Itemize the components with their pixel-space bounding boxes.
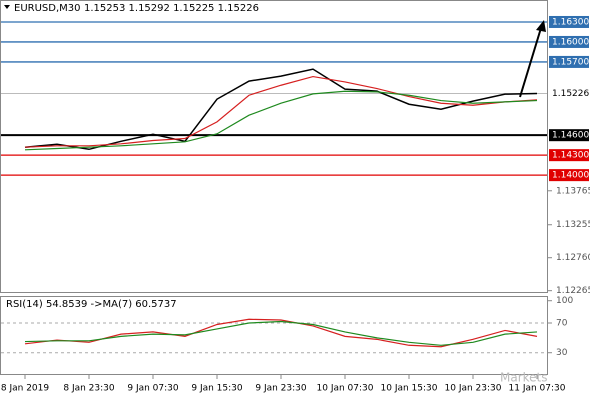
level-label-box (549, 55, 589, 68)
x-tick-label: 9 Jan 23:30 (255, 384, 307, 394)
y-tick-label: 1.13765 (556, 186, 590, 196)
series-line (24, 68, 538, 151)
ohlc: 1.15253 1.15292 1.15225 1.15226 (84, 3, 259, 14)
menu-icon (4, 5, 10, 9)
y-tick-label: 30 (556, 348, 568, 358)
rsi-title: RSI(14) 54.8539 ->MA(7) 60.5737 (6, 299, 177, 310)
level-label: 1.14000 (552, 171, 589, 181)
x-tick-label: 10 Jan 23:30 (445, 384, 502, 394)
level-label-box (549, 35, 589, 48)
x-tick-label: 9 Jan 07:30 (127, 384, 179, 394)
arrow-head (536, 20, 546, 32)
level-label: 1.14300 (552, 151, 589, 161)
x-tick-label: 9 Jan 15:30 (191, 384, 243, 394)
series-line (24, 318, 538, 348)
series-line (24, 90, 538, 151)
series-line (24, 320, 538, 346)
level-label-box (549, 169, 589, 182)
level-label: 1.16300 (552, 17, 589, 27)
last-price-label: 1.15226 (552, 89, 589, 99)
level-label-box (549, 149, 589, 162)
y-tick-label: 70 (556, 319, 568, 329)
level-label: 1.14600 (552, 131, 589, 141)
x-tick-label: 8 Jan 23:30 (63, 384, 115, 394)
chart-title: EURUSD,M30 (14, 3, 80, 14)
y-tick-label: 1.12760 (556, 253, 590, 263)
x-tick-label: 10 Jan 07:30 (317, 384, 374, 394)
x-tick-label: 11 Jan 07:30 (509, 384, 566, 394)
y-tick-label: 100 (556, 296, 573, 306)
level-label-box (549, 15, 589, 28)
arrow (519, 27, 542, 98)
watermark: Markets (500, 371, 548, 385)
y-tick-label: 1.13255 (556, 220, 590, 230)
level-label: 1.16000 (552, 37, 589, 47)
price-panel (0, 0, 548, 293)
x-tick-label: 8 Jan 2019 (1, 384, 49, 394)
level-label-box (549, 129, 589, 142)
y-tick-label: 1.12265 (556, 286, 590, 296)
series-line (24, 75, 538, 148)
x-tick-label: 10 Jan 15:30 (381, 384, 438, 394)
level-label: 1.15700 (552, 57, 589, 67)
rsi-panel (0, 296, 548, 375)
